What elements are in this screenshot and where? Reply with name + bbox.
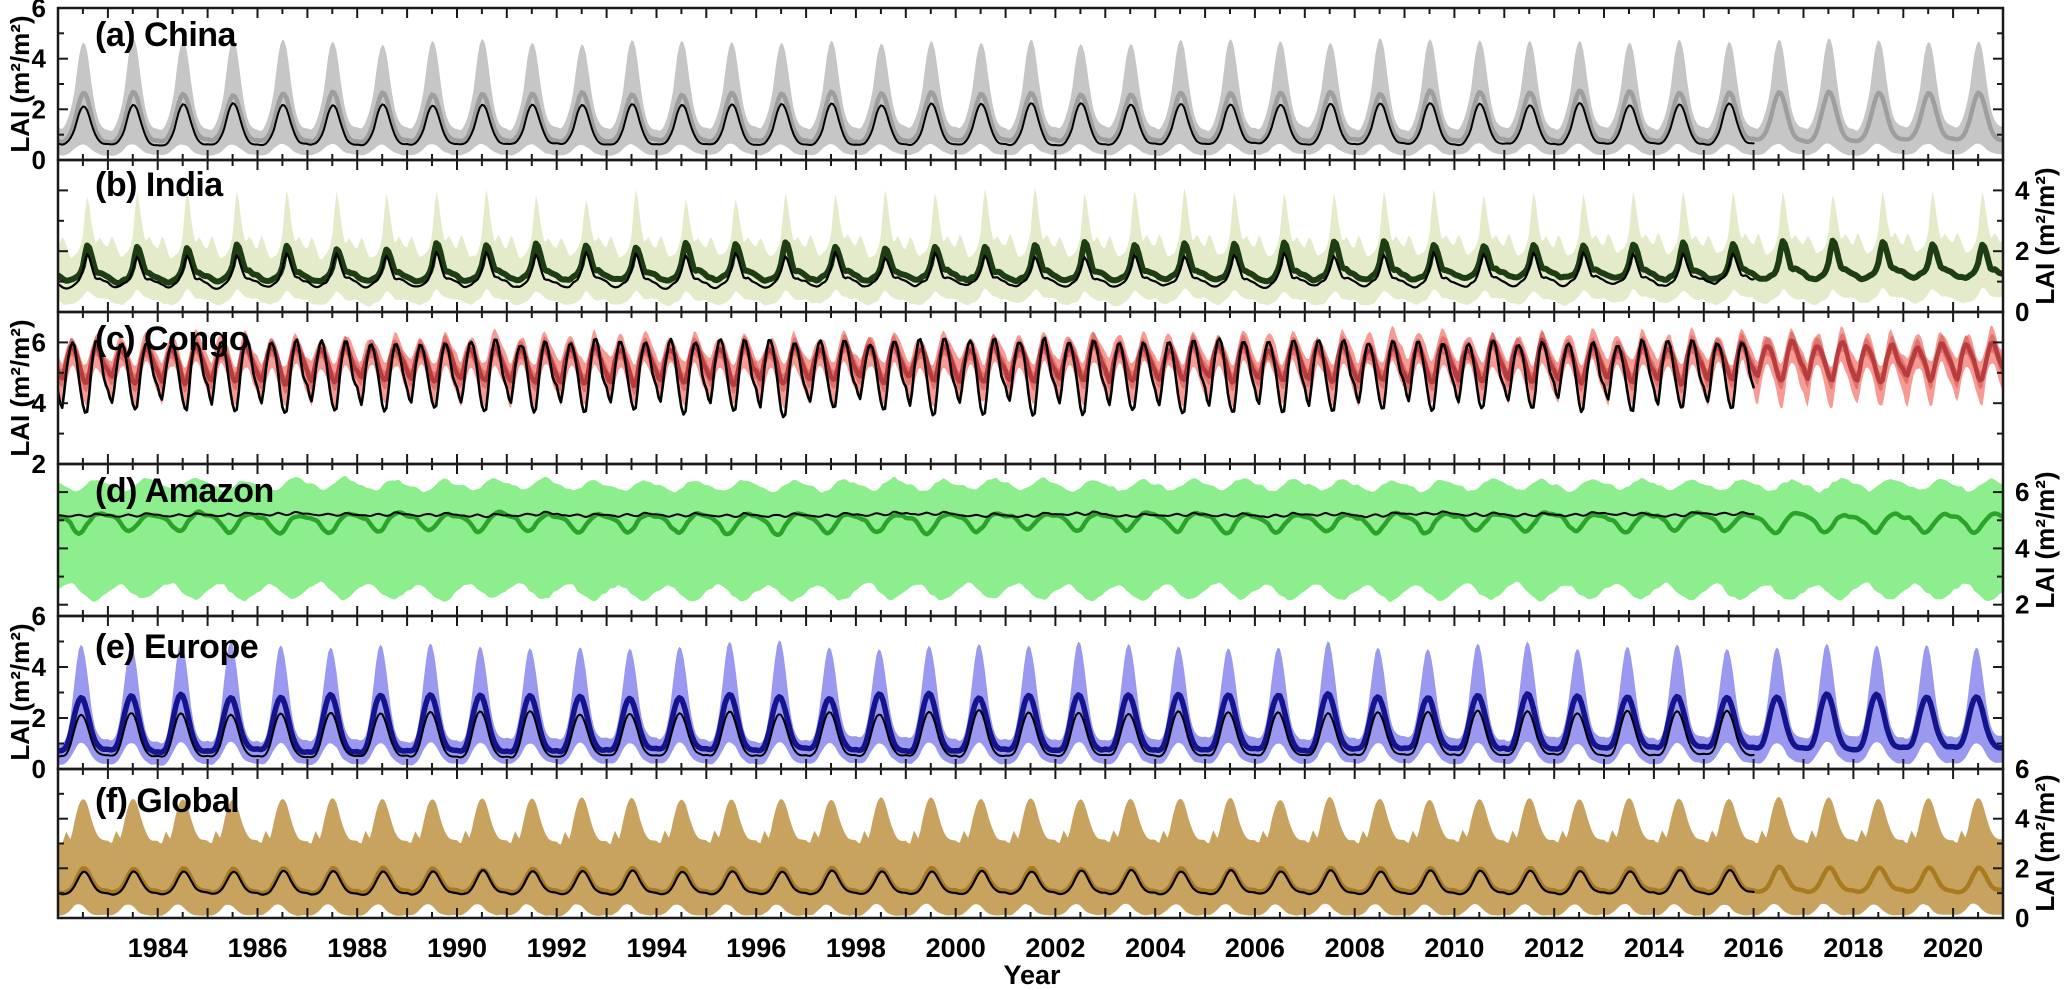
x-tick-label: 2020 (1923, 933, 1983, 963)
panel-title-congo: (c) Congo (95, 320, 250, 358)
panel-a-plot (58, 38, 2003, 157)
y-tick-label: 6 (32, 327, 46, 357)
y-tick-label: 6 (32, 0, 46, 23)
x-tick-label: 2006 (1225, 933, 1285, 963)
x-tick-label: 2000 (926, 933, 986, 963)
panel-e-obs-line (58, 709, 1755, 759)
panel-a-line (58, 88, 2003, 145)
panel-f-border (56, 767, 2005, 920)
y-axis-label-amazon: LAI (m²/m²) (2030, 471, 2060, 609)
y-axis-label-china: LAI (m²/m²) (5, 15, 35, 153)
x-tick-label: 2016 (1724, 933, 1784, 963)
y-tick-label: 4 (2015, 175, 2030, 205)
panel-e-plot (58, 640, 2003, 766)
y-tick-label: 6 (2015, 477, 2029, 507)
panel-f-obs-line (58, 868, 1755, 896)
panel-title-china: (a) China (95, 16, 236, 54)
panel-d-plot (58, 475, 2003, 603)
y-tick-label: 4 (32, 388, 47, 418)
x-tick-label: 1984 (128, 933, 188, 963)
y-axis-label-europe: LAI (m²/m²) (5, 623, 35, 761)
panel-f-plot (58, 796, 2003, 917)
panel-f-band (58, 796, 2003, 917)
y-tick-label: 4 (2015, 533, 2030, 563)
y-tick-label: 0 (32, 145, 46, 175)
panel-d-band (58, 475, 2003, 603)
x-tick-label: 1986 (227, 933, 287, 963)
x-tick-label: 1988 (327, 933, 387, 963)
panel-a-obs-line (58, 102, 1755, 147)
x-tick-label: 2010 (1424, 933, 1484, 963)
y-axis-label-india: LAI (m²/m²) (2030, 167, 2060, 305)
y-axis-label-global: LAI (m²/m²) (2030, 774, 2060, 912)
panel-e-line (58, 690, 2003, 756)
panel-title-global: (f) Global (95, 782, 240, 820)
panel-d-line (58, 509, 2003, 537)
y-tick-label: 2 (2015, 590, 2029, 620)
y-tick-label: 2 (32, 449, 46, 479)
x-tick-label: 2004 (1125, 933, 1185, 963)
x-tick-label: 2008 (1325, 933, 1385, 963)
y-tick-label: 4 (32, 652, 47, 682)
panel-c-line (58, 337, 2003, 389)
panel-f-line (58, 864, 2003, 896)
x-tick-label: 1996 (726, 933, 786, 963)
panel-d-obs-line (58, 510, 1755, 519)
panel-b-plot (58, 186, 2003, 307)
x-tick-label: 2014 (1624, 933, 1684, 963)
y-tick-label: 2 (2015, 236, 2029, 266)
x-tick-label: 2002 (1025, 933, 1085, 963)
panel-b-band (58, 186, 2003, 307)
panel-c-plot (58, 325, 2003, 419)
y-tick-label: 2 (32, 703, 46, 733)
y-tick-label: 0 (2015, 297, 2029, 327)
y-tick-label: 6 (2015, 754, 2029, 784)
x-tick-label: 1992 (527, 933, 587, 963)
panel-title-india: (b) India (95, 166, 223, 204)
x-tick-label: 1990 (427, 933, 487, 963)
y-tick-label: 0 (32, 754, 46, 784)
x-tick-label: 2018 (1823, 933, 1883, 963)
x-tick-label: 1994 (626, 933, 686, 963)
y-tick-label: 6 (32, 601, 46, 631)
panel-b-obs-line (58, 250, 1755, 290)
y-tick-label: 2 (2015, 853, 2029, 883)
panel-title-amazon: (d) Amazon (95, 472, 274, 510)
panel-title-europe: (e) Europe (95, 628, 259, 666)
y-tick-label: 4 (32, 44, 47, 74)
x-tick-label: 1998 (826, 933, 886, 963)
y-tick-label: 4 (2015, 804, 2030, 834)
x-tick-label: 2012 (1524, 933, 1584, 963)
y-tick-label: 0 (2015, 903, 2029, 933)
y-axis-label-congo: LAI (m²/m²) (5, 319, 35, 457)
panel-c-obs-line (58, 336, 1755, 419)
x-axis-label: Year (1003, 960, 1061, 990)
y-tick-label: 2 (32, 94, 46, 124)
